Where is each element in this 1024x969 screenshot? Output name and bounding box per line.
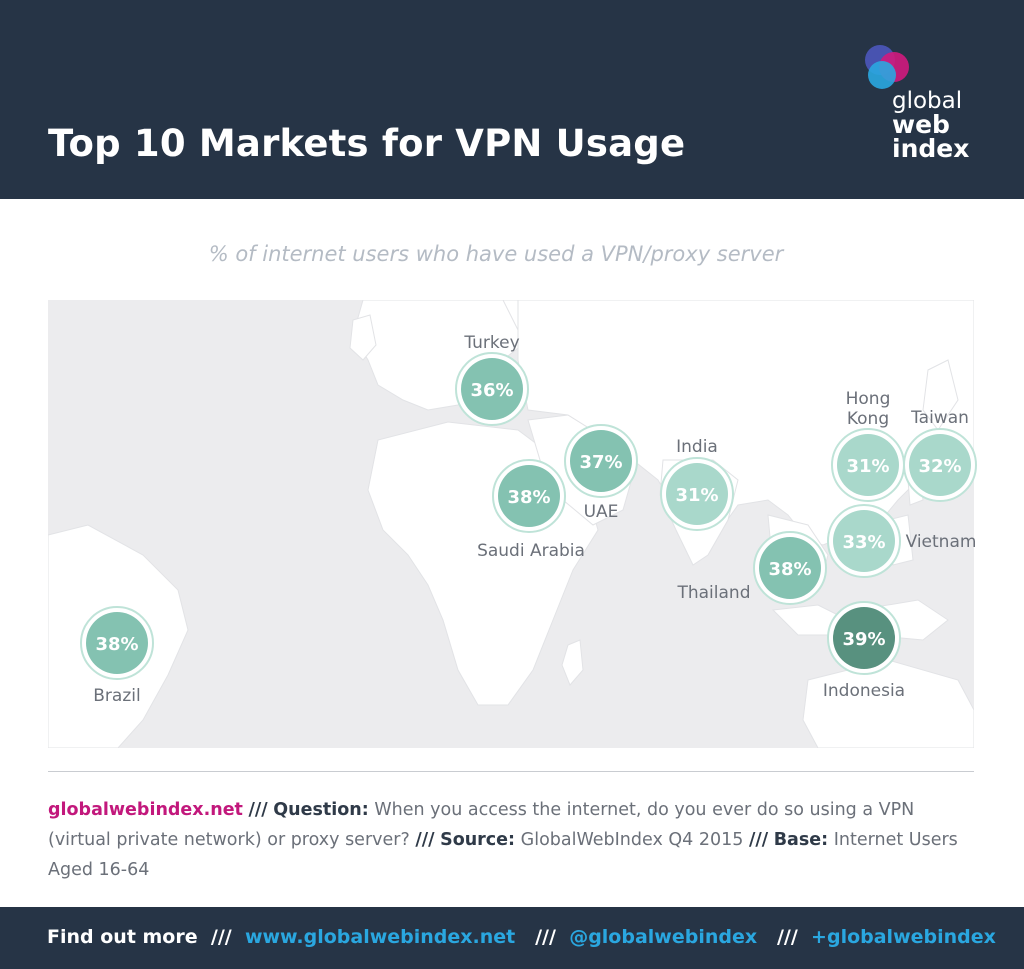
footnote-separator: ///	[748, 830, 769, 850]
footer-links: Find out more /// www.globalwebindex.net…	[47, 926, 996, 948]
bubble-uae	[570, 430, 632, 492]
bubble-saudi-arabia	[498, 465, 560, 527]
footnote-site-link[interactable]: globalwebindex.net	[48, 800, 243, 820]
value-label-uae: 37%	[579, 452, 622, 473]
value-label-indonesia: 39%	[842, 629, 885, 650]
bubble-taiwan	[909, 434, 971, 496]
logo-word-global: global	[892, 88, 963, 114]
value-label-hong-kong: 31%	[846, 456, 889, 477]
country-label-indonesia: Indonesia	[823, 681, 905, 701]
country-label-turkey: Turkey	[463, 333, 519, 353]
footnote-separator: ///	[415, 830, 435, 850]
value-label-taiwan: 32%	[918, 456, 961, 477]
source-label: Source:	[440, 830, 516, 850]
base-text: Internet Users Aged 16-64	[48, 830, 958, 880]
value-label-vietnam: 33%	[842, 532, 885, 553]
bubble-thailand	[759, 537, 821, 599]
divider-line	[48, 771, 974, 772]
value-label-saudi-arabia: 38%	[507, 487, 550, 508]
page-title: Top 10 Markets for VPN Usage	[48, 122, 686, 165]
globalwebindex-logo: global web index	[852, 40, 982, 170]
country-label-saudi-arabia: Saudi Arabia	[477, 541, 585, 561]
bubble-india	[666, 463, 728, 525]
bubble-brazil	[86, 612, 148, 674]
logo-word-web: web	[892, 110, 950, 139]
country-label-hong-kong: Hong Kong	[846, 389, 891, 429]
footnote: globalwebindex.net /// Question: When yo…	[48, 795, 978, 885]
country-label-india: India	[676, 437, 718, 457]
logo-circles-icon	[865, 45, 909, 89]
base-label: Base:	[773, 830, 829, 850]
bubble-hong-kong	[837, 434, 899, 496]
footer-separator: ///	[535, 926, 556, 948]
website-link[interactable]: www.globalwebindex.net	[244, 926, 516, 948]
country-label-brazil: Brazil	[93, 686, 140, 706]
value-label-india: 31%	[675, 485, 718, 506]
country-label-taiwan: Taiwan	[910, 408, 969, 428]
logo-word-index: index	[892, 134, 970, 163]
chart-subtitle: % of internet users who have used a VPN/…	[208, 242, 784, 266]
header-banner: Top 10 Markets for VPN Usage global web …	[0, 0, 1024, 199]
value-label-turkey: 36%	[470, 380, 513, 401]
country-label-thailand: Thailand	[676, 583, 750, 603]
find-out-more-label: Find out more	[47, 926, 198, 948]
footer-banner: Find out more /// www.globalwebindex.net…	[0, 907, 1024, 969]
country-label-vietnam: Vietnam	[906, 532, 977, 552]
source-text: GlobalWebIndex Q4 2015	[520, 830, 744, 850]
bubble-turkey	[461, 358, 523, 420]
footnote-separator: ///	[248, 800, 268, 820]
value-label-brazil: 38%	[95, 634, 138, 655]
value-label-thailand: 38%	[768, 559, 811, 580]
footer-separator: ///	[776, 926, 798, 948]
twitter-link[interactable]: @globalwebindex	[569, 926, 758, 948]
bubble-indonesia	[833, 607, 895, 669]
gplus-link[interactable]: +globalwebindex	[811, 926, 996, 948]
country-label-uae: UAE	[584, 502, 619, 522]
question-label: Question:	[273, 800, 369, 820]
bubble-vietnam	[833, 510, 895, 572]
question-text: When you access the internet, do you eve…	[48, 800, 915, 850]
footer-separator: ///	[210, 926, 232, 948]
